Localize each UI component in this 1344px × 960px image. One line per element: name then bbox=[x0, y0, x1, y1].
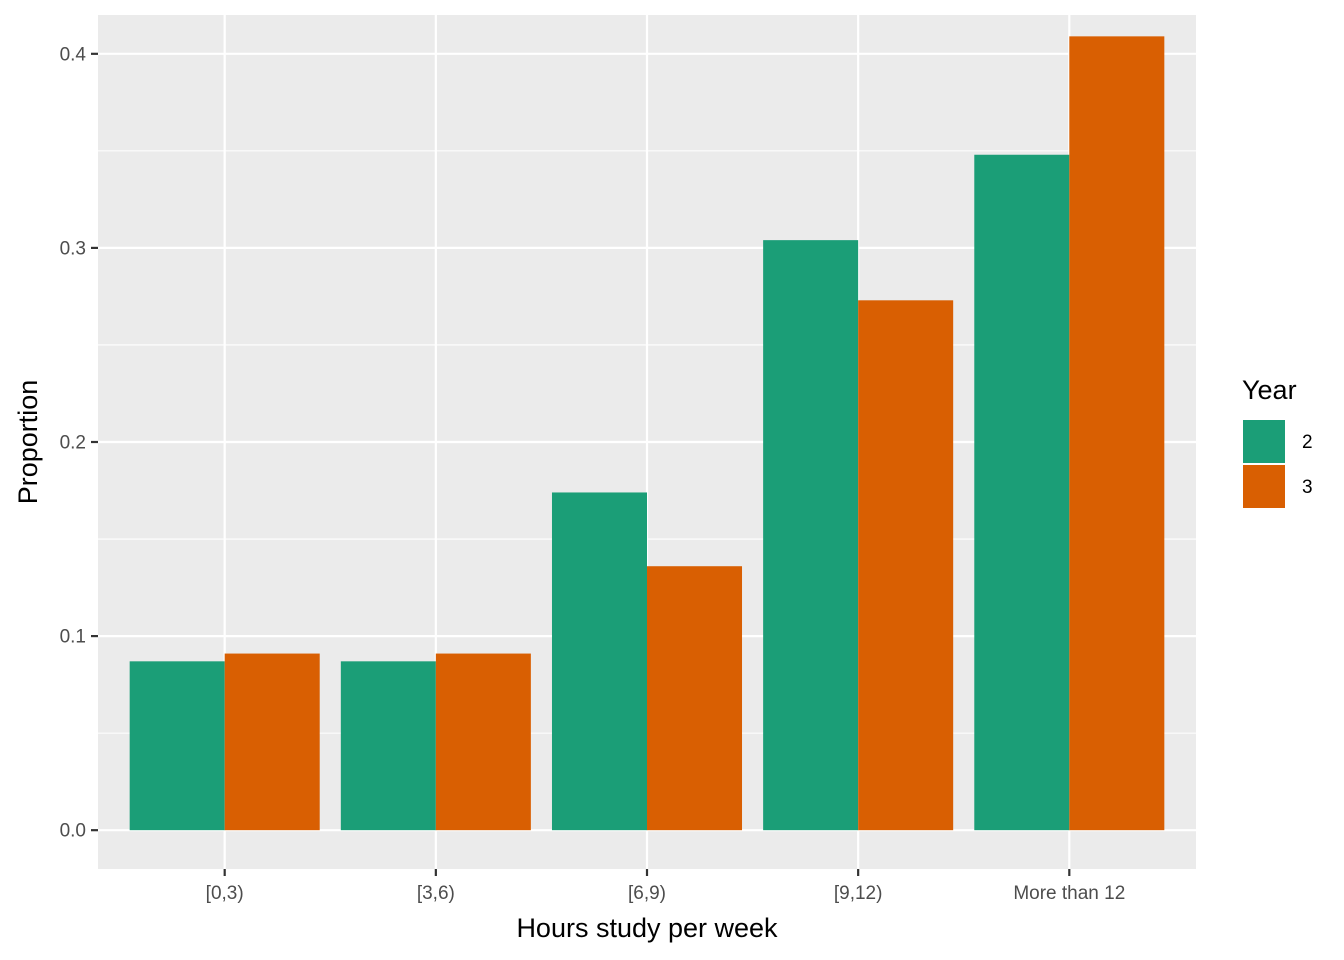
bar-2-3 bbox=[647, 566, 743, 831]
y-tick-label: 0.4 bbox=[60, 44, 87, 65]
bar-1-1 bbox=[129, 661, 225, 831]
legend: Year 2 3 bbox=[1242, 375, 1313, 508]
bar-1-4 bbox=[763, 240, 859, 831]
x-axis-title: Hours study per week bbox=[516, 913, 778, 943]
bar-2-2 bbox=[435, 653, 531, 831]
legend-title: Year bbox=[1242, 375, 1297, 405]
legend-label-1: 2 bbox=[1302, 432, 1313, 453]
y-axis: 0.0 0.1 0.2 0.3 0.4 bbox=[60, 44, 98, 842]
x-tick-label: [0,3) bbox=[206, 883, 244, 904]
x-tick-label: [3,6) bbox=[417, 883, 455, 904]
bar-2-5 bbox=[1069, 36, 1165, 831]
x-tick-label: More than 12 bbox=[1013, 883, 1125, 904]
legend-label-2: 3 bbox=[1302, 477, 1313, 498]
bar-2-1 bbox=[224, 653, 320, 831]
y-tick-label: 0.2 bbox=[60, 433, 86, 454]
legend-key-1 bbox=[1243, 420, 1285, 463]
legend-key-2 bbox=[1243, 465, 1285, 508]
bar-1-5 bbox=[974, 154, 1070, 831]
x-axis: [0,3) [3,6) [6,9) [9,12) More than 12 bbox=[206, 869, 1125, 904]
y-tick-label: 0.0 bbox=[60, 821, 86, 842]
x-tick-label: [6,9) bbox=[628, 883, 666, 904]
bars bbox=[129, 36, 1165, 831]
bar-1-2 bbox=[340, 661, 436, 831]
bar-1-3 bbox=[551, 492, 647, 831]
y-axis-title: Proportion bbox=[13, 380, 43, 505]
y-tick-label: 0.3 bbox=[60, 238, 86, 259]
bar-2-4 bbox=[858, 300, 954, 831]
x-tick-label: [9,12) bbox=[834, 883, 883, 904]
y-tick-label: 0.1 bbox=[60, 627, 86, 648]
